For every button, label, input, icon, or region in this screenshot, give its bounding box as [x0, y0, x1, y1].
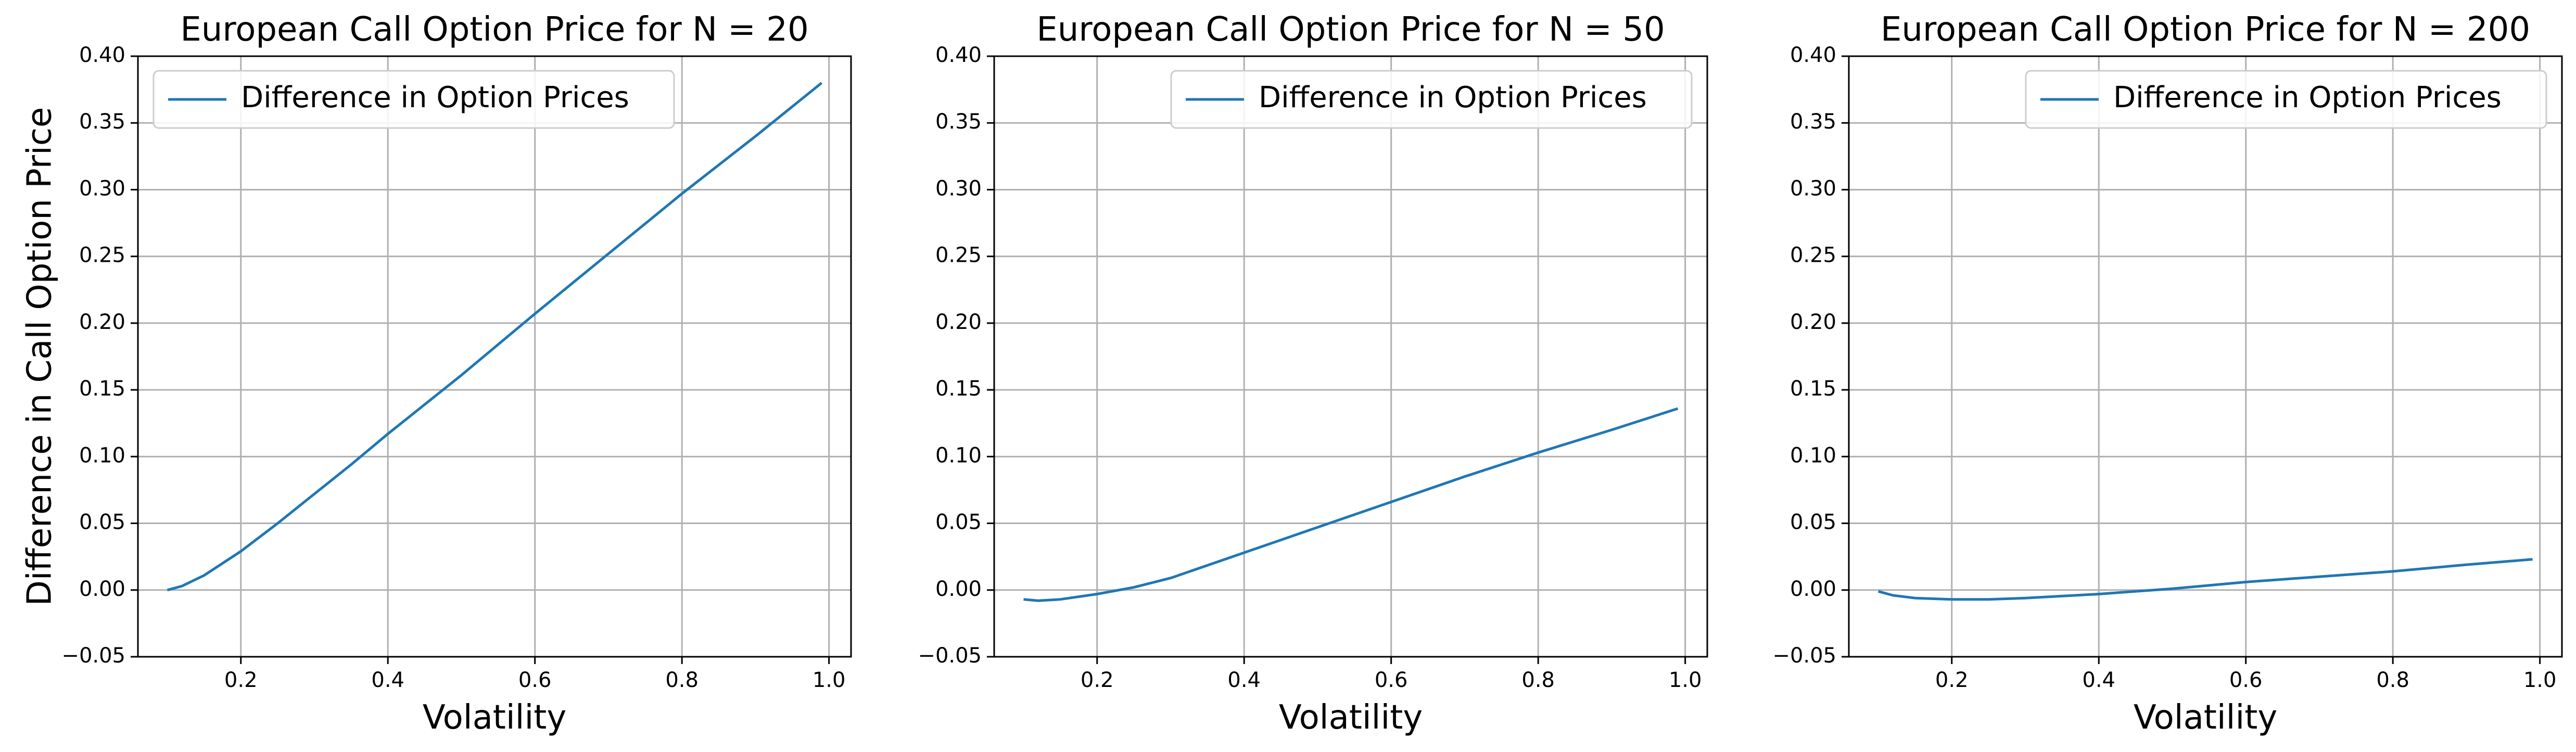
y-tick-label: 0.05: [1790, 511, 1836, 534]
series-line: [1023, 407, 1679, 602]
legend-box: [1170, 70, 1693, 129]
y-tick-label: −0.05: [61, 644, 125, 668]
legend-label: Difference in Option Prices: [1259, 81, 1647, 114]
y-tick-label: 0.20: [79, 310, 125, 334]
y-tick-label: 0.20: [935, 310, 982, 334]
y-tick-label: 0.15: [935, 377, 982, 401]
subplot-1: 0.2 0.4 0.6 0.8 1.0 −0.05 0.00 0.05 0.10 0.15 0.20…: [61, 10, 852, 737]
y-tick-label: 0.25: [1790, 244, 1836, 267]
y-tick-label: −0.05: [1772, 644, 1836, 668]
x-axis-label: Volatility: [1279, 698, 1423, 737]
figure-y-axis-label: Difference in Call Option Price: [21, 107, 59, 606]
legend: Difference in Option Prices: [153, 70, 675, 129]
y-tick-label: 0.40: [935, 43, 982, 67]
legend-label: Difference in Option Prices: [241, 81, 629, 114]
y-tick-label: 0.30: [1790, 176, 1836, 200]
y-tick-label: 0.25: [935, 244, 982, 267]
y-tick-label: 0.35: [935, 110, 982, 134]
legend-box: [2025, 70, 2547, 129]
x-axis-label: Volatility: [423, 698, 566, 737]
y-tick-label: 0.10: [935, 443, 982, 467]
y-tick-label: 0.05: [935, 511, 982, 534]
legend-label: Difference in Option Prices: [2113, 81, 2502, 114]
chart-title: European Call Option Price for N = 50: [1036, 10, 1665, 49]
y-tick-label: 0.25: [79, 244, 125, 267]
x-tick-label: 0.2: [224, 668, 258, 692]
y-tick-label: −0.05: [918, 644, 982, 668]
y-tick-label: 0.10: [79, 443, 125, 467]
x-tick-label: 0.6: [2229, 668, 2263, 692]
x-tick-label: 0.8: [665, 668, 699, 692]
x-tick-label: 0.6: [1375, 668, 1408, 692]
y-tick-label: 0.20: [1790, 310, 1836, 334]
y-tick-label: 0.35: [79, 110, 125, 134]
y-tick-label: 0.30: [935, 176, 982, 200]
axes-frame: [993, 55, 1708, 658]
x-tick-label: 1.0: [1669, 668, 1702, 692]
y-tick-label: 0.00: [79, 577, 125, 601]
x-tick-label: 0.8: [2376, 668, 2409, 692]
x-tick-label: 0.6: [518, 668, 552, 692]
x-tick-label: 1.0: [2523, 668, 2557, 692]
y-tick-label: 0.05: [79, 511, 125, 534]
legend: Difference in Option Prices: [2025, 70, 2547, 129]
subplot-3: 0.2 0.4 0.6 0.8 1.0 −0.05 0.00 0.05 0.10 0.15 0.20…: [1772, 10, 2563, 737]
x-tick-label: 0.2: [1081, 668, 1114, 692]
axes-frame: [137, 55, 852, 658]
x-tick-label: 0.4: [371, 668, 404, 692]
y-tick-label: 0.35: [1790, 110, 1836, 134]
legend: Difference in Option Prices: [1170, 70, 1693, 129]
y-tick-label: 0.10: [1790, 443, 1836, 467]
chart-title: European Call Option Price for N = 200: [1881, 10, 2530, 49]
legend-box: [153, 70, 675, 129]
x-tick-label: 0.4: [1227, 668, 1261, 692]
subplots: 0.2 0.4 0.6 0.8 1.0−0.050.000.050.100.150.20…: [61, 10, 2563, 737]
subplot-2: 0.2 0.4 0.6 0.8 1.0 −0.05 0.00 0.05 0.10 0.15 0.20…: [918, 10, 1708, 737]
y-tick-label: 0.40: [79, 43, 125, 67]
x-tick-label: 0.8: [1521, 668, 1555, 692]
y-tick-label: 0.40: [1790, 43, 1836, 67]
x-tick-label: 1.0: [813, 668, 846, 692]
series-line: [1877, 558, 2533, 601]
x-axis-label: Volatility: [2134, 698, 2277, 737]
y-tick-label: 0.15: [79, 377, 125, 401]
x-tick-label: 0.4: [2082, 668, 2115, 692]
y-tick-label: 0.00: [935, 577, 982, 601]
axes-frame: [1848, 55, 2563, 658]
chart-title: European Call Option Price for N = 20: [180, 10, 808, 49]
y-tick-label: 0.30: [79, 176, 125, 200]
y-tick-label: 0.00: [1790, 577, 1836, 601]
x-tick-label: 0.2: [1935, 668, 1969, 692]
y-tick-label: 0.15: [1790, 377, 1836, 401]
series-line: [167, 82, 823, 592]
